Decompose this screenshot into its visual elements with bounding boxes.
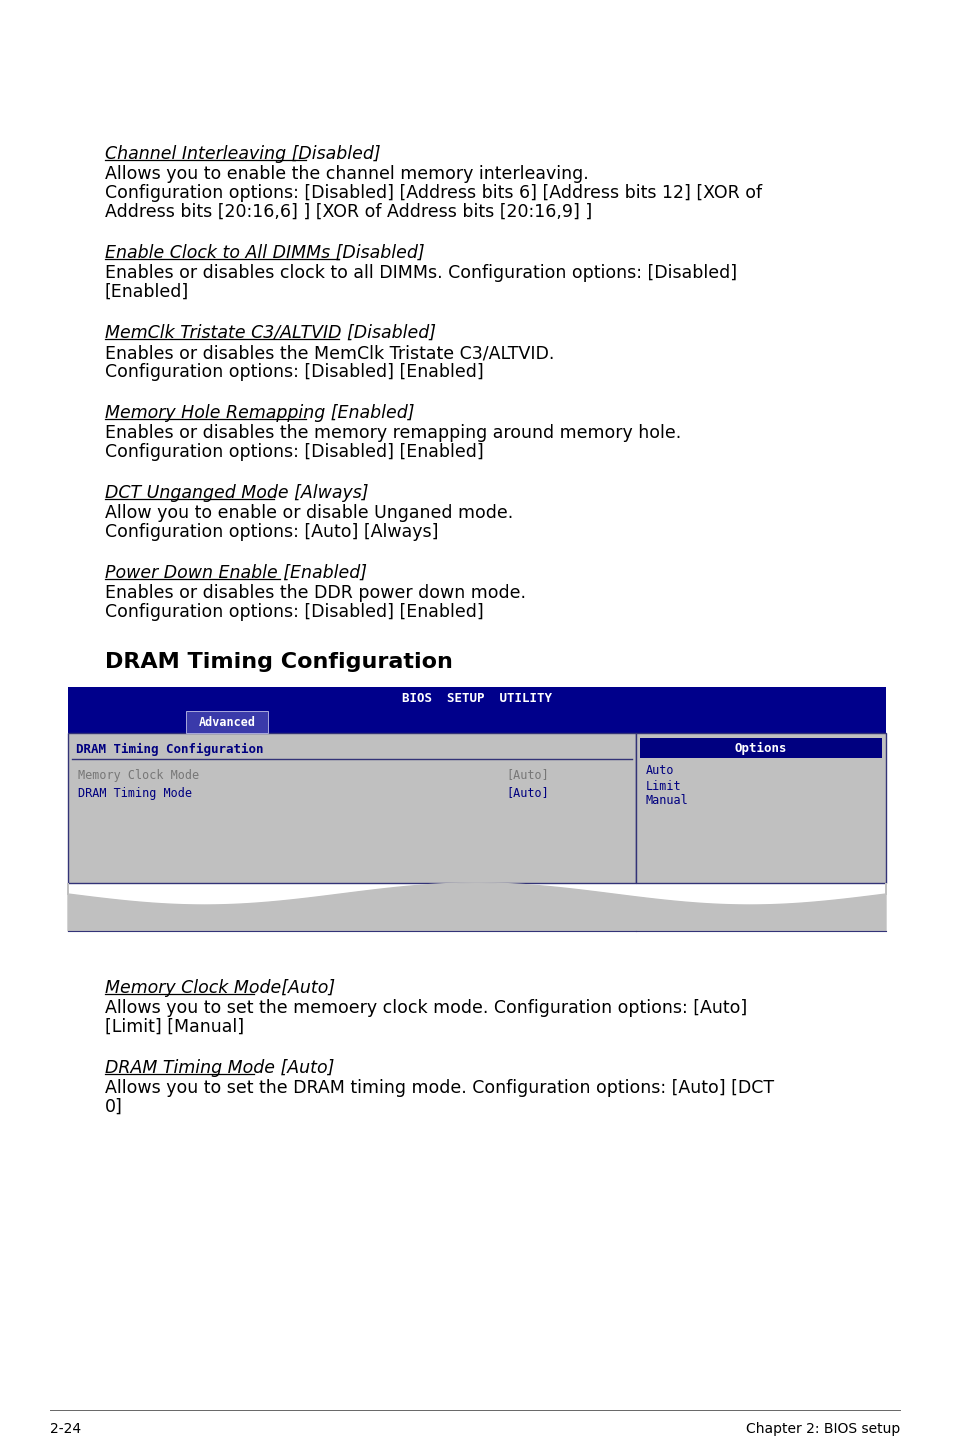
Text: Memory Clock Mode: Memory Clock Mode: [78, 768, 199, 781]
Text: Auto: Auto: [645, 765, 674, 778]
Text: DRAM Timing Configuration: DRAM Timing Configuration: [105, 651, 453, 672]
Text: Enables or disables the DDR power down mode.: Enables or disables the DDR power down m…: [105, 584, 525, 603]
Text: Memory Clock Mode[Auto]: Memory Clock Mode[Auto]: [105, 979, 335, 997]
Text: DRAM Timing Mode: DRAM Timing Mode: [78, 787, 192, 800]
Text: DRAM Timing Configuration: DRAM Timing Configuration: [76, 742, 263, 755]
Text: DRAM Timing Mode [Auto]: DRAM Timing Mode [Auto]: [105, 1058, 334, 1077]
Text: [Limit] [Manual]: [Limit] [Manual]: [105, 1018, 244, 1035]
Text: Manual: Manual: [645, 795, 688, 808]
Text: Configuration options: [Disabled] [Address bits 6] [Address bits 12] [XOR of: Configuration options: [Disabled] [Addre…: [105, 184, 761, 201]
Text: Configuration options: [Disabled] [Enabled]: Configuration options: [Disabled] [Enabl…: [105, 443, 483, 462]
Bar: [68, 710, 885, 733]
Text: Power Down Enable [Enabled]: Power Down Enable [Enabled]: [105, 564, 367, 582]
Text: Enables or disables clock to all DIMMs. Configuration options: [Disabled]: Enables or disables clock to all DIMMs. …: [105, 265, 737, 282]
Bar: [636, 733, 885, 883]
Bar: [639, 738, 882, 758]
Text: Configuration options: [Disabled] [Enabled]: Configuration options: [Disabled] [Enabl…: [105, 362, 483, 381]
Text: Configuration options: [Disabled] [Enabled]: Configuration options: [Disabled] [Enabl…: [105, 603, 483, 621]
Text: BIOS  SETUP  UTILITY: BIOS SETUP UTILITY: [401, 693, 552, 706]
Text: Options: Options: [734, 742, 786, 755]
Text: Chapter 2: BIOS setup: Chapter 2: BIOS setup: [745, 1422, 899, 1437]
Text: Enable Clock to All DIMMs [Disabled]: Enable Clock to All DIMMs [Disabled]: [105, 244, 424, 262]
Text: Allows you to enable the channel memory interleaving.: Allows you to enable the channel memory …: [105, 165, 588, 183]
Text: Channel Interleaving [Disabled]: Channel Interleaving [Disabled]: [105, 145, 380, 162]
Text: Limit: Limit: [645, 779, 680, 792]
Text: 0]: 0]: [105, 1099, 123, 1116]
Text: Allows you to set the memoery clock mode. Configuration options: [Auto]: Allows you to set the memoery clock mode…: [105, 999, 746, 1017]
Text: Address bits [20:16,6] ] [XOR of Address bits [20:16,9] ]: Address bits [20:16,6] ] [XOR of Address…: [105, 203, 592, 221]
Text: MemClk Tristate C3/ALTVID [Disabled]: MemClk Tristate C3/ALTVID [Disabled]: [105, 324, 436, 342]
Bar: [68, 687, 885, 710]
Bar: [68, 733, 636, 883]
Text: Configuration options: [Auto] [Always]: Configuration options: [Auto] [Always]: [105, 523, 438, 541]
Text: Allows you to set the DRAM timing mode. Configuration options: [Auto] [DCT: Allows you to set the DRAM timing mode. …: [105, 1078, 773, 1097]
Text: Allow you to enable or disable Unganed mode.: Allow you to enable or disable Unganed m…: [105, 503, 513, 522]
Text: [Auto]: [Auto]: [505, 787, 548, 800]
Text: Enables or disables the MemClk Tristate C3/ALTVID.: Enables or disables the MemClk Tristate …: [105, 344, 554, 362]
Text: Advanced: Advanced: [198, 716, 255, 729]
Text: [Auto]: [Auto]: [505, 768, 548, 781]
Bar: [186, 710, 268, 733]
Text: Memory Hole Remapping [Enabled]: Memory Hole Remapping [Enabled]: [105, 404, 414, 421]
Polygon shape: [68, 883, 885, 930]
Text: [Enabled]: [Enabled]: [105, 283, 189, 301]
Text: Enables or disables the memory remapping around memory hole.: Enables or disables the memory remapping…: [105, 424, 680, 441]
Text: DCT Unganged Mode [Always]: DCT Unganged Mode [Always]: [105, 485, 368, 502]
Text: 2-24: 2-24: [50, 1422, 81, 1437]
